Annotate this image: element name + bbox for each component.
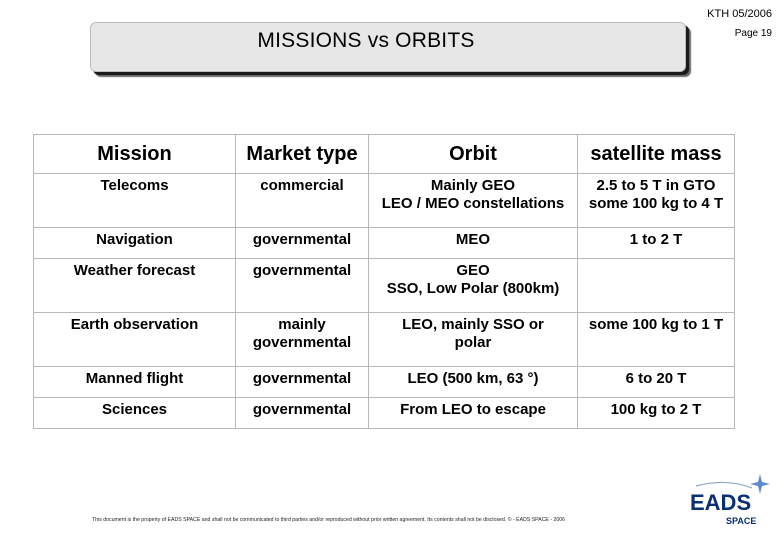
cell-satellite-mass: 6 to 20 T	[577, 366, 735, 398]
confidentiality-notice: This document is the property of EADS SP…	[92, 517, 566, 523]
cell-satellite-mass: 100 kg to 2 T	[577, 397, 735, 429]
cell-mission: Telecoms	[33, 173, 236, 228]
cell-market-type: commercial	[235, 173, 369, 228]
table-body: Telecoms commercial Mainly GEO LEO / MEO co…	[33, 173, 735, 429]
document-date: KTH 05/2006	[707, 8, 772, 20]
page-title: MISSIONS vs ORBITS	[257, 29, 475, 52]
table-header-row: Mission Market type Orbit satellite mass	[33, 134, 735, 174]
cell-orbit: LEO, mainly SSO or polar	[368, 312, 578, 367]
cell-market-type: governmental	[235, 366, 369, 398]
logo-wordmark: EADS	[690, 490, 751, 515]
cell-market-type: governmental	[235, 227, 369, 259]
cell-market-type: governmental	[235, 397, 369, 429]
header-mission: Mission	[33, 134, 236, 174]
logo-subtitle: SPACE	[726, 516, 756, 526]
cell-orbit: Mainly GEO LEO / MEO constellations	[368, 173, 578, 228]
page-number: Page 19	[734, 28, 772, 39]
table-row-manned-flight: Manned flight governmental LEO (500 km, 63…	[33, 366, 735, 398]
star-icon	[750, 474, 770, 494]
header-orbit: Orbit	[368, 134, 578, 174]
cell-mission: Earth observation	[33, 312, 236, 367]
cell-satellite-mass: 2.5 to 5 T in GTO some 100 kg to 4 T	[577, 173, 735, 228]
table-row-navigation: Navigation governmental MEO 1 to 2 T	[33, 227, 735, 259]
table-row-sciences: Sciences governmental From LEO to escape 10…	[33, 397, 735, 429]
missions-table: Mission Market type Orbit satellite mass…	[33, 134, 735, 429]
header-satellite-mass: satellite mass	[577, 134, 735, 174]
table-row-earth-observation: Earth observation mainly governmental LEO, …	[33, 312, 735, 367]
cell-satellite-mass: some 100 kg to 1 T	[577, 312, 735, 367]
eads-space-logo: EADS SPACE	[690, 474, 770, 526]
cell-satellite-mass: 1 to 2 T	[577, 227, 735, 259]
title-banner: MISSIONS vs ORBITS	[90, 22, 686, 72]
table-row-weather-forecast: Weather forecast governmental GEO SSO, Low …	[33, 258, 735, 313]
cell-mission: Sciences	[33, 397, 236, 429]
cell-mission: Weather forecast	[33, 258, 236, 313]
cell-mission: Navigation	[33, 227, 236, 259]
cell-market-type: governmental	[235, 258, 369, 313]
cell-orbit: From LEO to escape	[368, 397, 578, 429]
cell-market-type: mainly governmental	[235, 312, 369, 367]
header-market-type: Market type	[235, 134, 369, 174]
cell-orbit: MEO	[368, 227, 578, 259]
cell-orbit: LEO (500 km, 63 °)	[368, 366, 578, 398]
table-row-telecoms: Telecoms commercial Mainly GEO LEO / MEO co…	[33, 173, 735, 228]
swoosh-arc	[695, 481, 753, 489]
cell-satellite-mass	[577, 258, 735, 313]
cell-orbit: GEO SSO, Low Polar (800km)	[368, 258, 578, 313]
cell-mission: Manned flight	[33, 366, 236, 398]
